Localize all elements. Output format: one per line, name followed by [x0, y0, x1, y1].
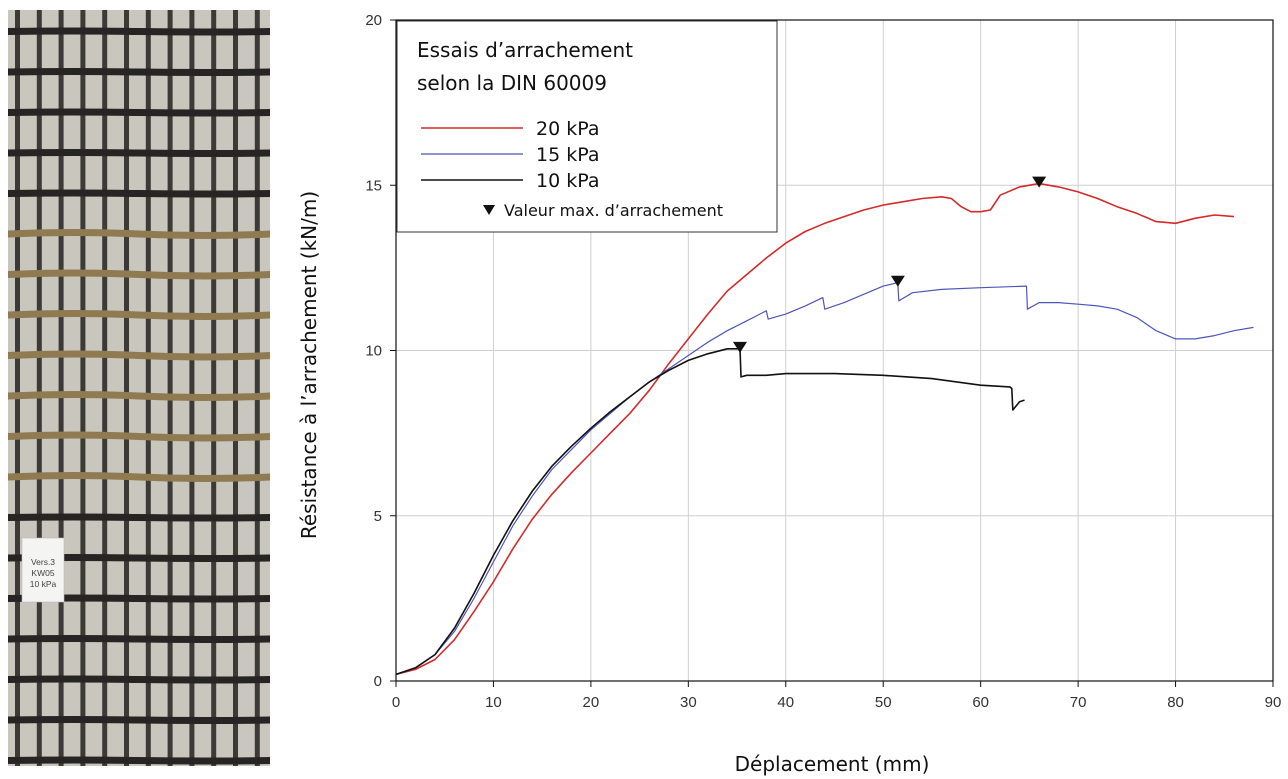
x-tick-label: 20: [583, 694, 600, 711]
grid-transverse-strands: [8, 27, 270, 765]
grid-transverse-strand: [8, 513, 270, 522]
grid-transverse-strand: [8, 310, 270, 320]
x-tick-label: 10: [485, 694, 502, 711]
grid-transverse-strand: [8, 391, 270, 401]
y-tick-label: 10: [365, 343, 382, 360]
x-axis-title: Déplacement (mm): [735, 752, 930, 776]
x-tick-label: 40: [777, 694, 794, 711]
grid-transverse-strand: [8, 594, 270, 603]
x-tick-label: 80: [1167, 694, 1184, 711]
grid-longitudinal-strand: [124, 10, 129, 766]
x-tick-label: 60: [972, 694, 989, 711]
x-axis-ticks: 0 10 20 30 40 50 60 70 80 90: [392, 681, 1282, 711]
grid-longitudinal-strand: [211, 10, 217, 766]
y-axis-title: Résistance à l’arrachement (kN/m): [297, 191, 321, 539]
grid-transverse-strand: [8, 27, 270, 36]
grid-transverse-strand: [8, 675, 270, 684]
max-markers: [732, 176, 1047, 353]
grid-transverse-strand: [8, 68, 270, 76]
y-tick-label: 20: [365, 12, 382, 29]
specimen-label: Vers.3 KW05 10 kPa: [21, 537, 65, 603]
pullout-chart: 0 10 20 30 40 50 60 70 80 90 0 5 10 15 20 Déplacement…: [297, 12, 1282, 776]
grid-transverse-strand: [8, 716, 270, 724]
x-tick-label: 0: [392, 694, 400, 711]
legend-title-line-2: selon la DIN 60009: [417, 71, 607, 95]
grid-transverse-strand: [8, 431, 270, 442]
x-tick-label: 90: [1265, 694, 1282, 711]
series-line-20kpa: [395, 182, 1235, 676]
grid-transverse-strand: [8, 350, 270, 361]
grid-transverse-strand: [8, 554, 270, 562]
grid-longitudinal-strand: [102, 10, 108, 766]
grid-longitudinal-strand: [167, 10, 173, 766]
legend-box: [396, 20, 778, 233]
x-tick-label: 50: [875, 694, 892, 711]
max-marker-10kpa: [732, 341, 747, 353]
specimen-label-card: [21, 537, 65, 603]
y-tick-label: 15: [365, 177, 382, 194]
grid-longitudinal-strands: [15, 10, 260, 766]
legend-marker-triangle: [483, 205, 495, 215]
grid-longitudinal-strand: [254, 10, 260, 766]
grid-longitudinal-strand: [15, 10, 20, 766]
grid-transverse-strand: [8, 189, 270, 198]
grid-longitudinal-strand: [36, 10, 42, 766]
series-lines: [395, 182, 1254, 676]
grid-transverse-strand: [8, 149, 270, 157]
series-line-10kpa: [395, 348, 1025, 676]
legend-title-line-1: Essais d’arrachement: [417, 38, 633, 62]
grid-transverse-strand: [8, 269, 270, 280]
grid-transverse-strand: [8, 108, 270, 117]
y-axis-ticks: 0 5 10 15 20: [365, 12, 396, 690]
grid-transverse-strand: [8, 756, 270, 765]
grid-transverse-strand: [8, 472, 270, 482]
specimen-label-line-2: KW05: [31, 568, 54, 578]
legend-label-20kpa: 20 kPa: [536, 118, 599, 140]
y-tick-label: 5: [374, 508, 382, 525]
geogrid-photo: Vers.3 KW05 10 kPa: [8, 10, 270, 766]
legend-label-10kpa: 10 kPa: [536, 170, 599, 192]
legend: Essais d’arrachement selon la DIN 60009 …: [396, 20, 778, 233]
grid-longitudinal-strand: [80, 10, 86, 766]
specimen-label-line-1: Vers.3: [31, 557, 55, 567]
specimen-label-line-3: 10 kPa: [30, 579, 57, 589]
legend-marker-label: Valeur max. d’arrachement: [504, 201, 723, 220]
grid-transverse-strand: [8, 635, 270, 643]
grid-longitudinal-strand: [189, 10, 195, 766]
max-marker-15kpa: [890, 275, 905, 287]
x-tick-label: 70: [1070, 694, 1087, 711]
grid-longitudinal-strand: [58, 10, 64, 766]
grid-longitudinal-strand: [145, 10, 151, 766]
series-line-15kpa: [395, 282, 1254, 675]
photo-background: [8, 10, 270, 766]
max-marker-20kpa: [1032, 176, 1047, 188]
y-tick-label: 0: [374, 673, 382, 690]
legend-label-15kpa: 15 kPa: [536, 144, 599, 166]
x-tick-label: 30: [680, 694, 697, 711]
grid-transverse-strand: [8, 229, 270, 239]
grid-longitudinal-strand: [233, 10, 238, 766]
